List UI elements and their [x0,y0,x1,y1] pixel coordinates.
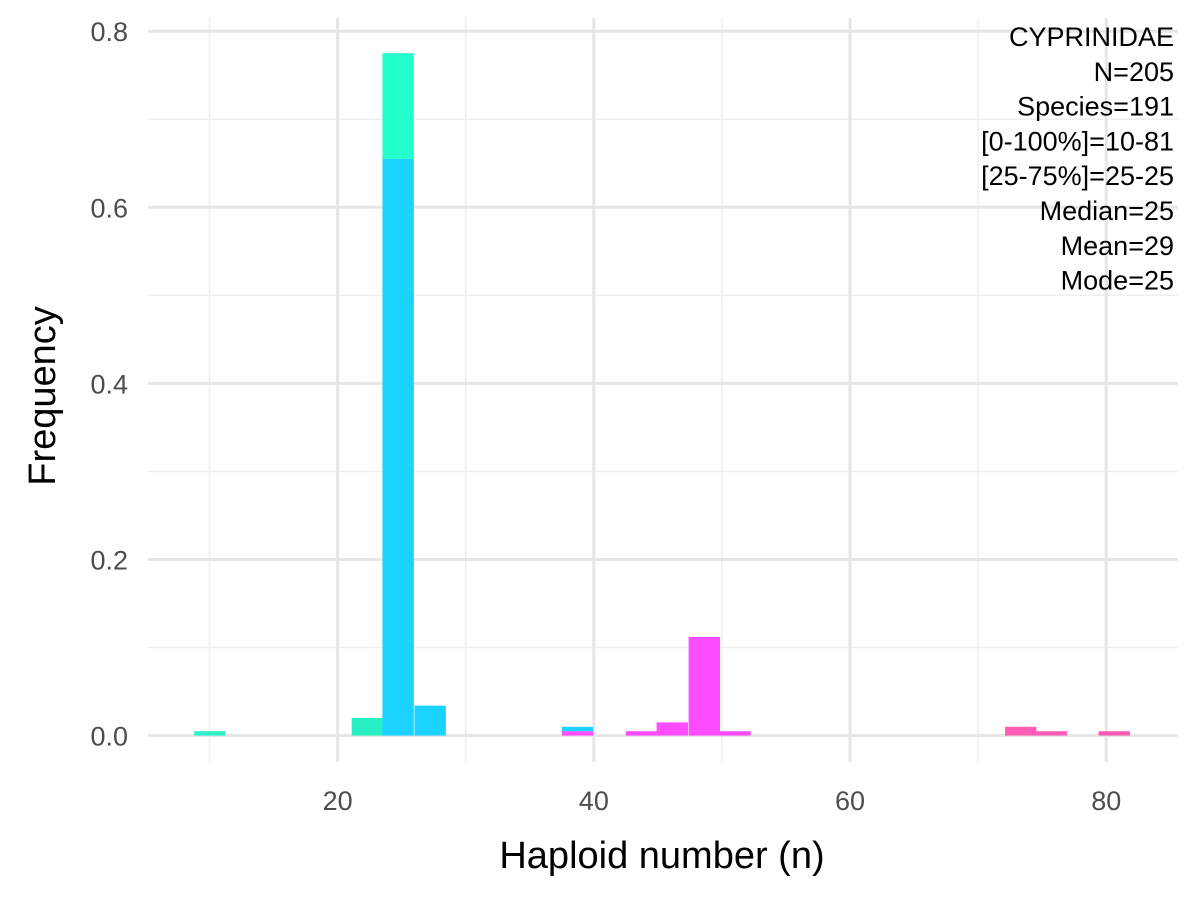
x-tick-label: 60 [835,786,865,816]
summary-annotation: [0-100%]=10-81 [981,126,1174,156]
summary-annotation: Median=25 [1040,196,1174,226]
summary-annotation: CYPRINIDAE [1009,22,1174,52]
x-tick-label: 40 [579,786,609,816]
bars [194,53,1130,736]
histogram-bar [194,731,226,736]
y-tick-label: 0.0 [90,722,128,752]
histogram-bar [382,158,414,736]
summary-annotation: N=205 [1094,57,1174,87]
histogram-bar [351,717,384,736]
x-axis-tick-labels: 20 40 60 80 [323,786,1122,816]
histogram-bar [1035,731,1068,736]
summary-annotation: [25-75%]=25-25 [981,161,1174,191]
histogram-bar [625,731,658,736]
x-tick-label: 80 [1091,786,1121,816]
summary-annotation: Mean=29 [1061,231,1174,261]
histogram-bar [382,53,414,159]
histogram-bar [719,731,751,736]
y-tick-label: 0.8 [90,17,128,47]
y-tick-label: 0.2 [90,545,128,575]
y-tick-label: 0.4 [90,369,128,399]
summary-annotation: Mode=25 [1061,266,1174,296]
histogram-bar [561,731,594,736]
y-axis-title: Frequency [22,306,64,486]
summary-annotation: Species=191 [1017,92,1174,122]
histogram-bar [1098,731,1130,736]
histogram-bar [1005,726,1037,736]
histogram-bar [656,722,688,736]
histogram-bar [414,705,446,736]
summary-annotations: CYPRINIDAE N=205 Species=191 [0-100%]=10-81… [981,22,1174,296]
x-axis-title: Haploid number (n) [499,835,824,877]
y-axis-tick-labels: 0.0 0.2 0.4 0.6 0.8 [90,17,128,751]
histogram-bar [561,726,594,732]
x-tick-label: 20 [323,786,353,816]
histogram-bar [688,636,721,736]
y-tick-label: 0.6 [90,193,128,223]
